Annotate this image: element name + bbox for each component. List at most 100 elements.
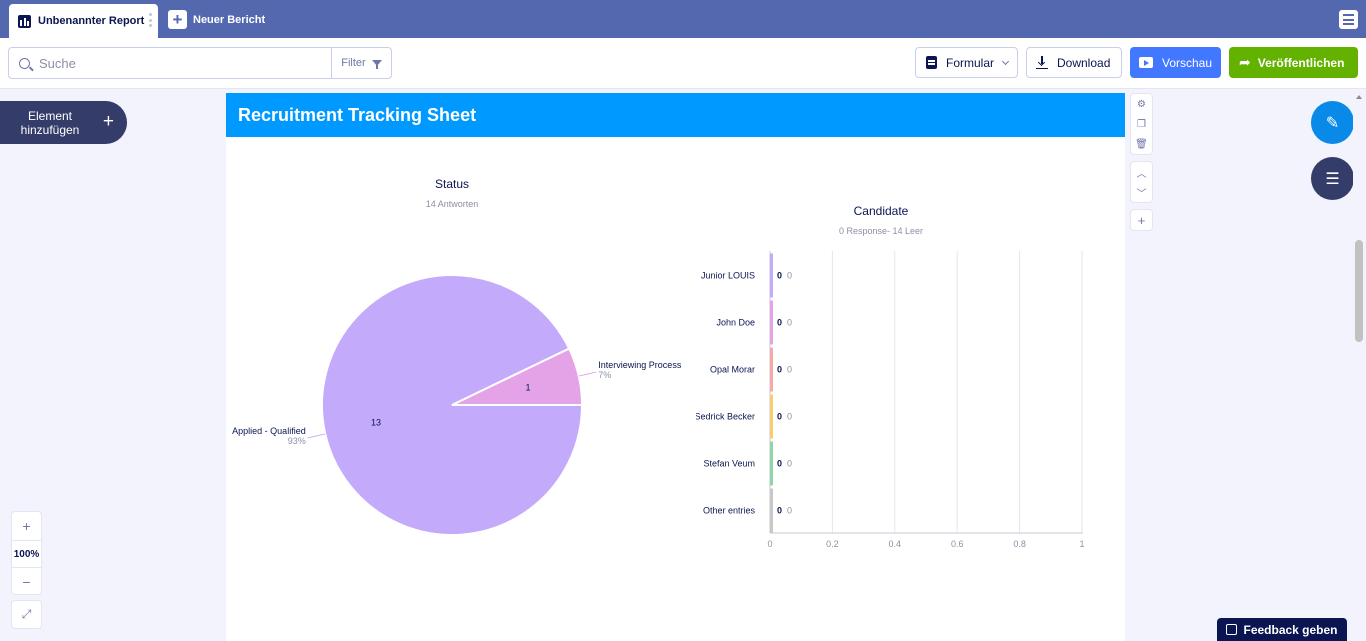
move-down-icon[interactable]: ﹀ (1136, 188, 1147, 200)
pie-slice-percent: 93% (288, 436, 306, 446)
y-category-label: Stefan Veum (703, 459, 755, 469)
bar-value-label: 0 (777, 506, 782, 516)
bar[interactable] (770, 394, 773, 439)
share-icon: ➦ (1239, 54, 1251, 70)
search-icon (19, 57, 30, 69)
page-title[interactable]: Recruitment Tracking Sheet (226, 93, 1125, 137)
tab-options-icon[interactable] (149, 13, 152, 27)
report-icon (18, 14, 31, 28)
form-icon (926, 56, 937, 69)
bar-chart-subtitle: 0 Response- 14 Leer (838, 226, 924, 236)
tool-group-move: ︿ ﹀ (1130, 161, 1153, 203)
play-icon (1139, 57, 1153, 68)
bar-secondary-label: 0 (787, 318, 792, 328)
add-page-icon[interactable]: + (1137, 212, 1146, 228)
x-tick-label: 0 (767, 539, 772, 549)
y-category-label: Sedrick Becker (696, 412, 755, 422)
feedback-label: Feedback geben (1243, 622, 1338, 637)
tool-group-add: + (1130, 209, 1153, 231)
scroll-up-icon[interactable] (1356, 95, 1362, 99)
y-category-label: Opal Morar (710, 365, 755, 375)
zoom-out-button[interactable]: − (22, 574, 31, 590)
top-bar: Unbenannter Report + Neuer Bericht (0, 0, 1366, 38)
fullscreen-icon[interactable]: ⤢ (11, 600, 42, 629)
menu-icon[interactable] (1339, 10, 1358, 29)
copy-icon[interactable]: ❐ (1137, 118, 1146, 130)
scroll-thumb[interactable] (1355, 240, 1363, 342)
zoom-level: 100% (12, 540, 41, 568)
publish-label: Veröffentlichen (1257, 55, 1345, 70)
plus-icon: + (102, 111, 114, 132)
bar-secondary-label: 0 (787, 365, 792, 375)
download-label: Download (1057, 55, 1111, 70)
plus-icon: + (168, 10, 187, 29)
tab-report[interactable]: Unbenannter Report (9, 4, 158, 38)
pie-slice-label: Applied - Qualified (232, 426, 306, 436)
layers-icon[interactable]: ☰ (1311, 157, 1354, 200)
bar-secondary-label: 0 (787, 506, 792, 516)
bar-secondary-label: 0 (787, 412, 792, 422)
bar[interactable] (770, 347, 773, 392)
preview-button[interactable]: Vorschau (1130, 47, 1221, 78)
pie-value-label: 13 (371, 417, 381, 427)
new-report-label: Neuer Bericht (193, 13, 266, 26)
x-tick-label: 0.4 (889, 539, 902, 549)
search-input[interactable] (39, 55, 319, 71)
pie-slice[interactable] (451, 347, 584, 406)
bar[interactable] (770, 253, 773, 298)
publish-button[interactable]: ➦ Veröffentlichen (1229, 47, 1358, 78)
bar[interactable] (770, 441, 773, 486)
y-category-label: John Doe (716, 318, 755, 328)
pie-leader-line (578, 371, 597, 377)
add-element-line2: hinzufügen (20, 122, 80, 137)
filter-button[interactable]: Filter (331, 47, 392, 79)
preview-label: Vorschau (1162, 55, 1213, 70)
scrollbar[interactable] (1353, 93, 1366, 641)
x-tick-label: 0.6 (951, 539, 964, 549)
zoom-controls: + 100% − (11, 511, 42, 595)
y-category-label: Other entries (703, 506, 756, 516)
delete-icon[interactable]: 🗑 (1135, 138, 1148, 150)
pie-leader-line (307, 433, 326, 439)
x-tick-label: 1 (1079, 539, 1084, 549)
tab-label: Unbenannter Report (38, 15, 145, 27)
element-tools: ⚙ ❐ 🗑 ︿ ﹀ + (1130, 93, 1153, 237)
download-icon (1036, 56, 1048, 69)
design-icon[interactable]: ✎ (1311, 101, 1354, 144)
form-label: Formular (946, 55, 995, 70)
pie-slice-percent: 7% (598, 370, 611, 380)
x-tick-label: 0.2 (826, 539, 839, 549)
bar-value-label: 0 (777, 459, 782, 469)
search-box (8, 47, 332, 79)
add-element-label: Element hinzufügen (0, 109, 116, 137)
funnel-icon (371, 60, 382, 69)
pie-value-label: 1 (526, 383, 531, 393)
move-up-icon[interactable]: ︿ (1136, 168, 1147, 180)
bar-value-label: 0 (777, 271, 782, 281)
bar-value-label: 0 (777, 365, 782, 375)
tool-group-edit: ⚙ ❐ 🗑 (1130, 93, 1153, 155)
bar-chart-title: Candidate (853, 204, 909, 218)
settings-icon[interactable]: ⚙ (1137, 98, 1146, 110)
bar-value-label: 0 (777, 318, 782, 328)
add-element-line1: Element (27, 108, 73, 123)
bar-secondary-label: 0 (787, 271, 792, 281)
add-element-button[interactable]: Element hinzufügen + (0, 101, 127, 144)
toolbar: Filter Formular Download Vorschau ➦ Verö… (0, 38, 1366, 89)
feedback-button[interactable]: Feedback geben (1217, 618, 1347, 641)
bar[interactable] (770, 488, 773, 533)
form-dropdown[interactable]: Formular (915, 47, 1018, 78)
zoom-in-button[interactable]: + (22, 518, 31, 534)
filter-label: Filter (341, 57, 366, 69)
pie-chart-subtitle: 14 Antworten (425, 199, 479, 209)
download-button[interactable]: Download (1026, 47, 1122, 78)
new-report-button[interactable]: + Neuer Bericht (168, 10, 265, 29)
pie-chart-title: Status (434, 177, 470, 191)
chevron-down-icon (1001, 57, 1010, 65)
pie-slice-label: Interviewing Process (598, 360, 682, 370)
feedback-icon (1226, 624, 1238, 635)
bar-value-label: 0 (777, 412, 782, 422)
bar[interactable] (770, 300, 773, 345)
x-tick-label: 0.8 (1013, 539, 1026, 549)
